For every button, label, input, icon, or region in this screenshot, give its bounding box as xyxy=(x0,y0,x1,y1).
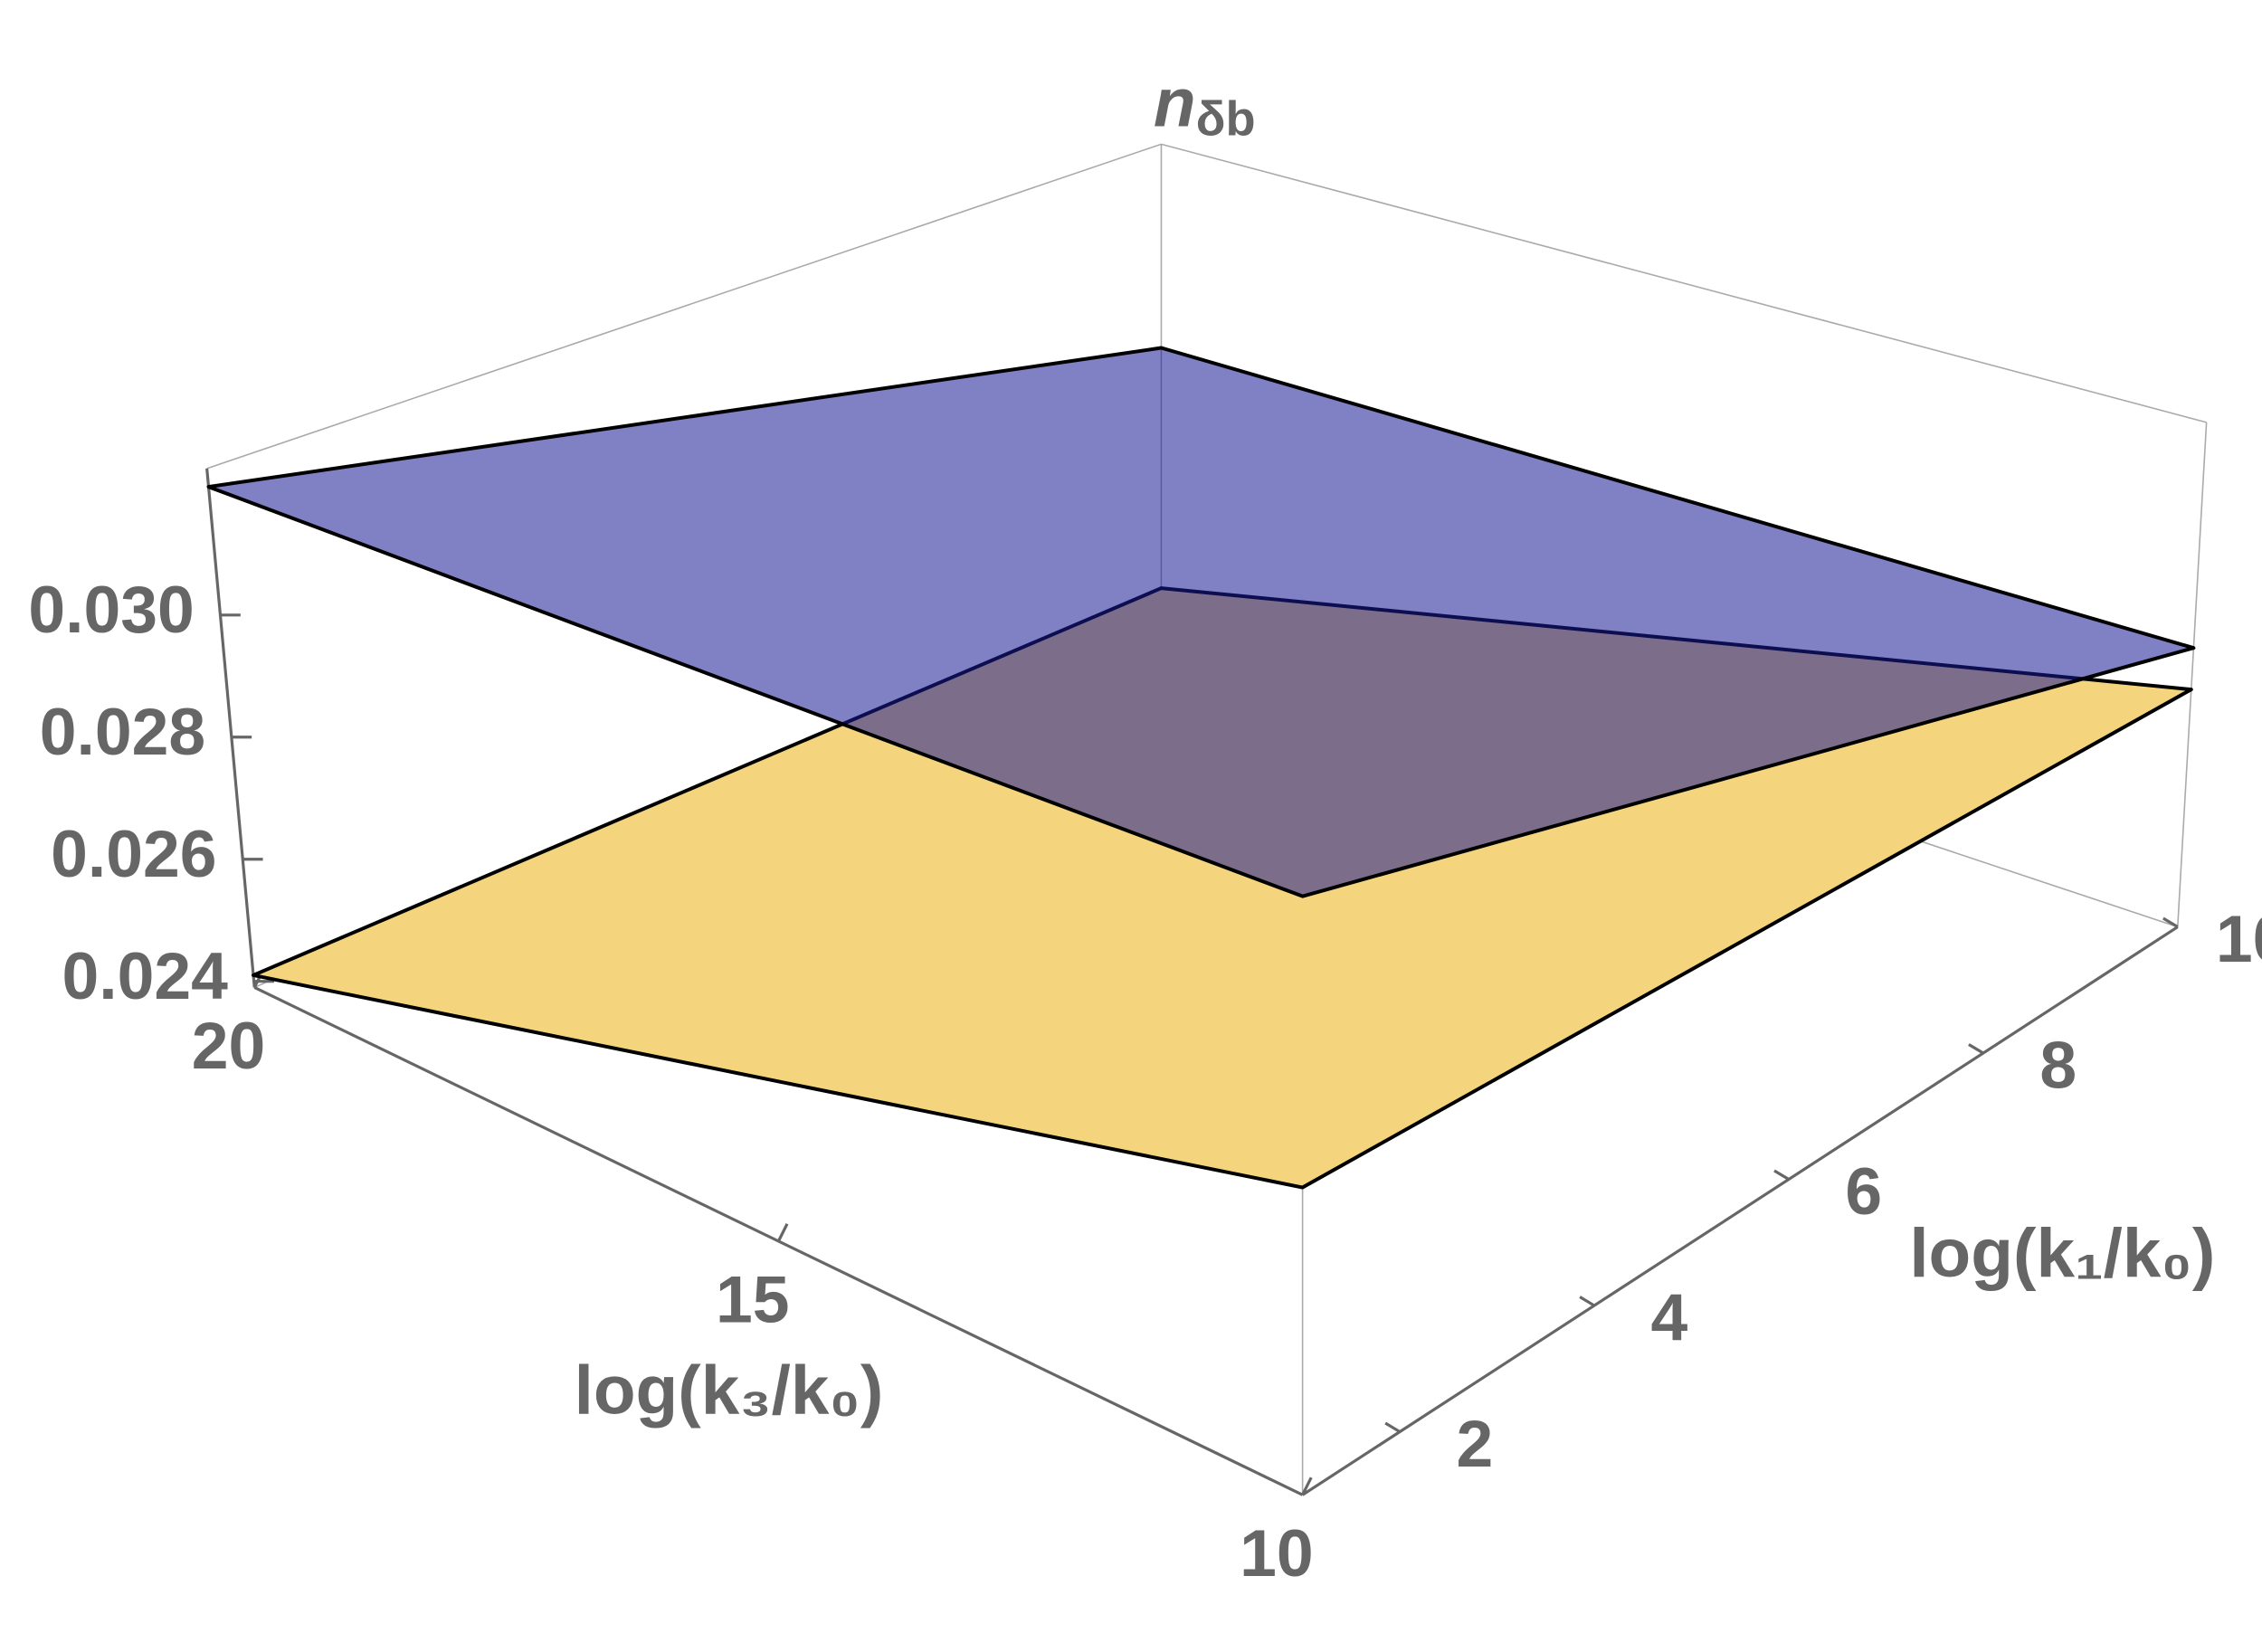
z-tick-label: 0.024 xyxy=(62,939,229,1013)
x-tick-label: 8 xyxy=(2039,1029,2077,1103)
x-tick xyxy=(1579,1296,1595,1307)
z-tick-label: 0.028 xyxy=(40,695,205,769)
x-tick-label: 10 xyxy=(2216,902,2262,976)
z-label-base: n xyxy=(1154,65,1196,142)
x-tick-label: 4 xyxy=(1650,1281,1687,1355)
y-tick xyxy=(1301,1476,1313,1496)
box-edge xyxy=(1161,143,2207,423)
y-tick xyxy=(776,1223,789,1242)
x-tick xyxy=(2162,916,2179,928)
z-tick-label: 0.030 xyxy=(28,573,194,647)
y-axis-label: log(k₃/k₀) xyxy=(575,1353,884,1429)
y-tick-label: 20 xyxy=(192,1009,266,1083)
x-axis xyxy=(1301,926,2179,1496)
x-tick-label: 2 xyxy=(1457,1407,1494,1481)
z-tick-label: 0.026 xyxy=(51,817,216,891)
y-tick-label: 10 xyxy=(1240,1516,1314,1590)
surface xyxy=(206,346,2196,898)
box-edge xyxy=(2176,422,2208,927)
x-tick-label: 6 xyxy=(1845,1154,1882,1229)
x-tick xyxy=(1968,1043,1984,1055)
x-tick xyxy=(1773,1169,1790,1181)
box-edge xyxy=(206,143,1162,470)
x-axis-label: log(k₁/k₀) xyxy=(1909,1215,2215,1292)
z-axis xyxy=(205,468,256,988)
y-tick-label: 15 xyxy=(716,1262,790,1336)
x-tick xyxy=(1384,1421,1401,1433)
z-label-sub: δb xyxy=(1196,92,1256,147)
z-axis-label: nδb xyxy=(1154,65,1256,147)
